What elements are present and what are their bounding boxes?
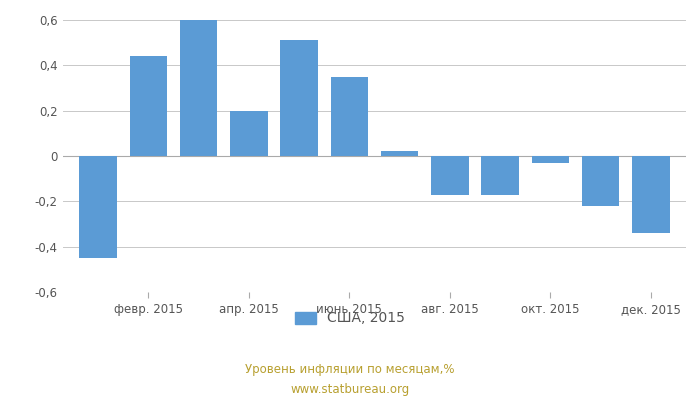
Bar	[79, 156, 117, 258]
Legend: США, 2015: США, 2015	[290, 306, 410, 331]
Bar	[330, 77, 368, 156]
Bar	[582, 156, 620, 206]
Bar	[531, 156, 569, 163]
Bar	[130, 56, 167, 156]
Bar	[381, 152, 419, 156]
Text: www.statbureau.org: www.statbureau.org	[290, 384, 410, 396]
Bar	[230, 111, 267, 156]
Bar	[632, 156, 670, 233]
Bar	[431, 156, 469, 194]
Bar	[280, 40, 318, 156]
Bar	[180, 20, 218, 156]
Text: Уровень инфляции по месяцам,%: Уровень инфляции по месяцам,%	[245, 364, 455, 376]
Bar	[482, 156, 519, 194]
